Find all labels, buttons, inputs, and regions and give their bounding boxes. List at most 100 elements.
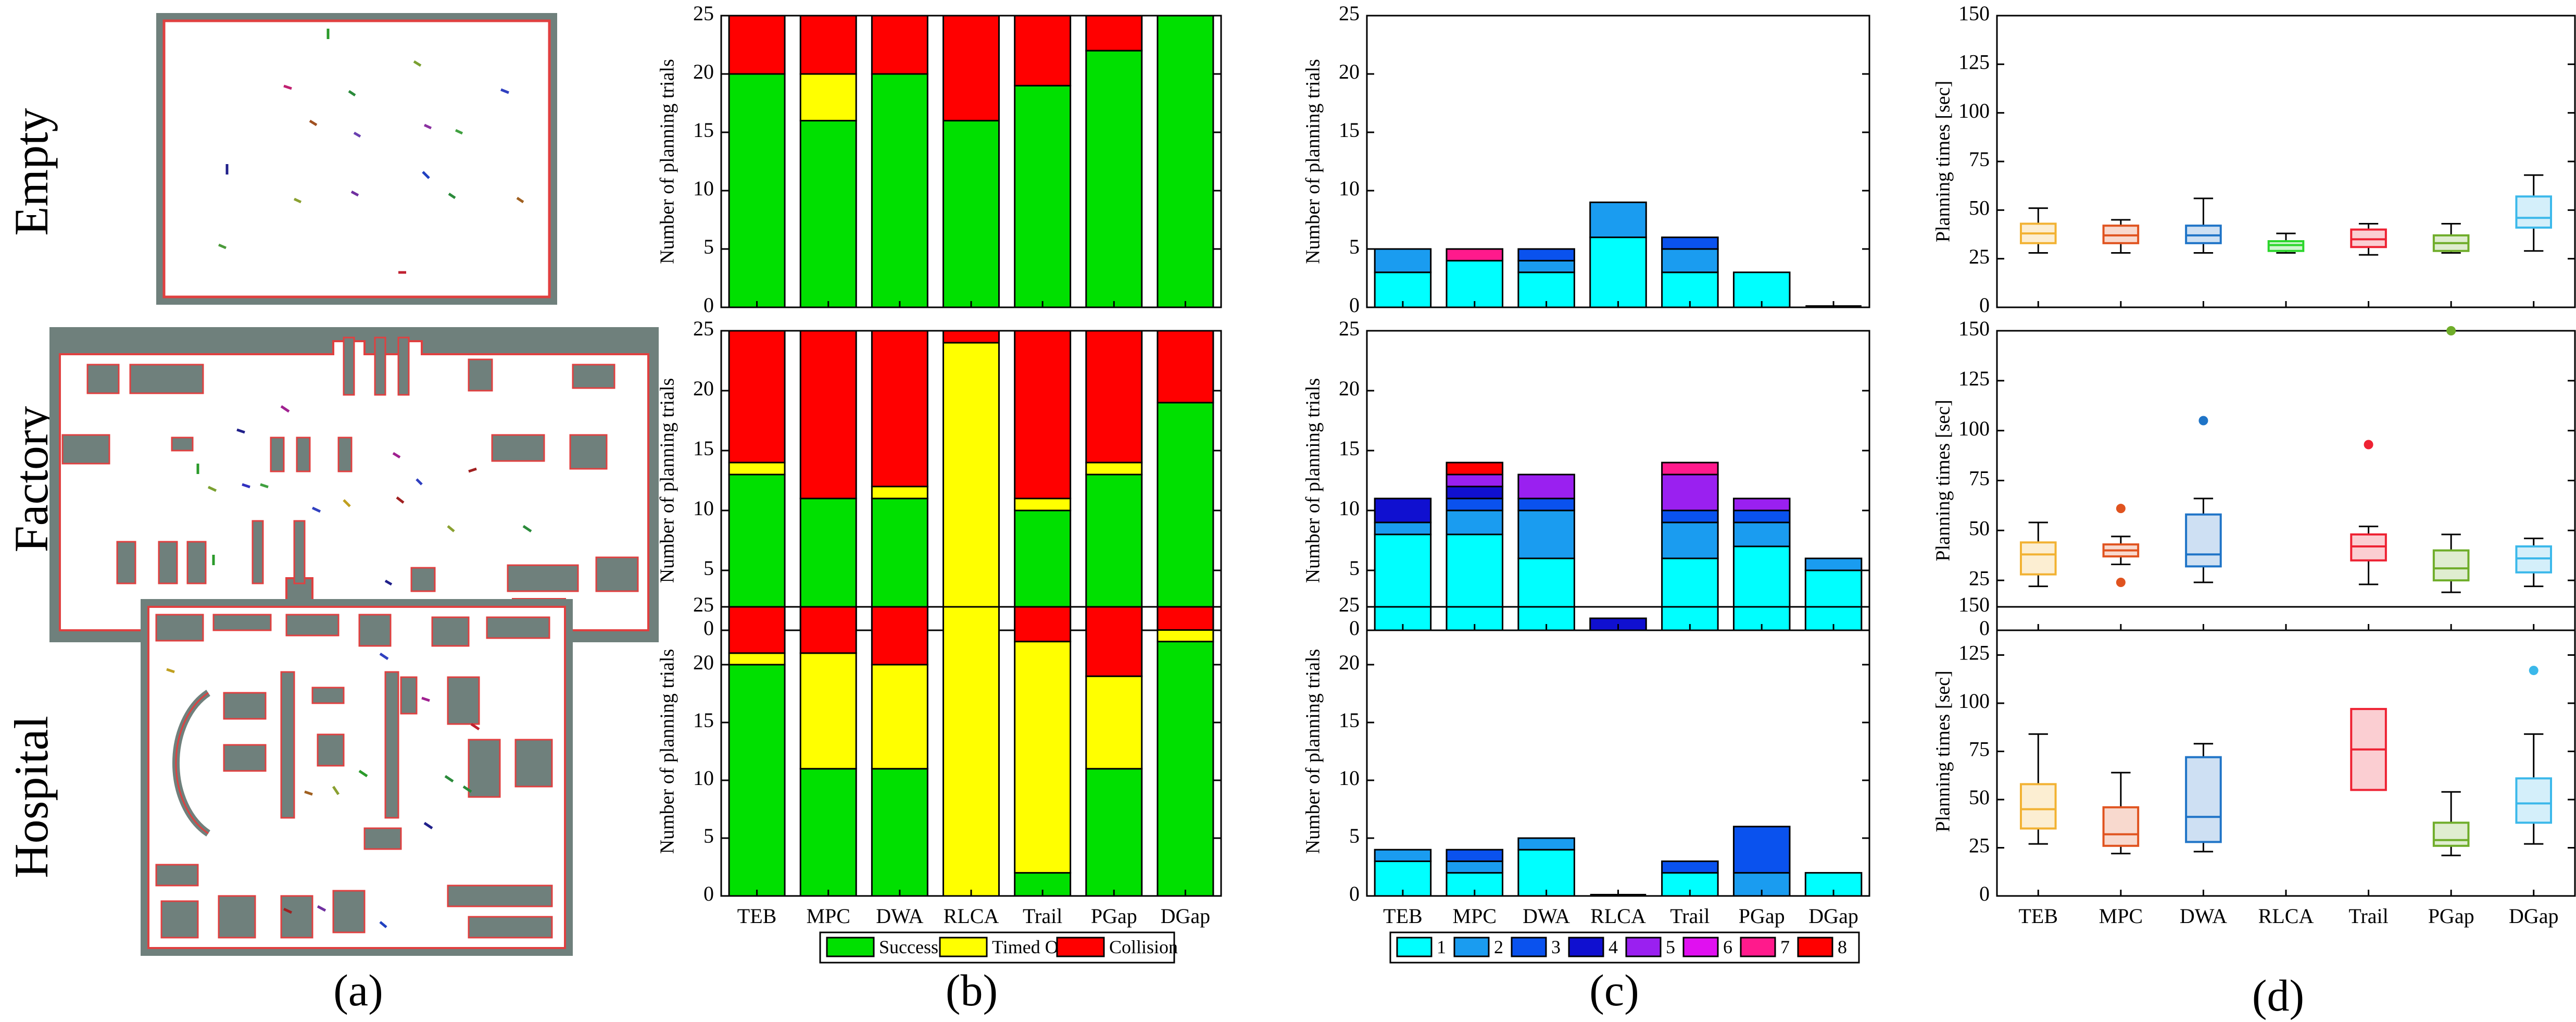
y-tick-label: 0	[1349, 293, 1360, 317]
y-tick-label: 125	[1958, 641, 1990, 665]
y-tick-label: 0	[703, 616, 714, 640]
bar-segment	[871, 73, 928, 308]
bar-segment	[871, 330, 928, 488]
x-tick-label: DGap	[1808, 904, 1858, 928]
bar-segment	[871, 485, 928, 500]
bar-segment	[1517, 473, 1575, 500]
bar-segment	[1517, 259, 1575, 273]
bar-segment	[1661, 236, 1719, 250]
bar-segment	[1085, 49, 1143, 308]
bar-segment	[943, 120, 1000, 308]
box-iqr	[2102, 806, 2140, 847]
bar-segment	[1732, 497, 1791, 512]
bar-segment	[1589, 236, 1647, 308]
bar-segment	[1661, 557, 1719, 631]
bar-segment	[728, 606, 786, 654]
y-tick-label: 15	[1339, 118, 1360, 142]
robot-agents-hospital	[166, 652, 480, 928]
bar-segment	[728, 73, 786, 308]
y-tick-label: 20	[1339, 651, 1360, 674]
x-tick-label: DWA	[876, 904, 923, 928]
legend-label: 3	[1551, 937, 1561, 957]
y-tick-label: 25	[1339, 593, 1360, 616]
y-tick-label: 100	[1958, 99, 1990, 122]
legend-label: Success	[879, 937, 938, 957]
y-tick-label: 25	[693, 593, 714, 616]
box-outlier	[2116, 578, 2126, 587]
bar-segment	[1446, 473, 1504, 488]
box-iqr	[2019, 541, 2057, 576]
bar-segment	[1374, 849, 1432, 862]
bar-segment	[1446, 533, 1504, 631]
y-axis-label: Number of planning trials	[1302, 59, 1324, 264]
legend-label: 2	[1494, 937, 1503, 957]
legend-swatch	[1568, 937, 1604, 957]
robot-agents-factory	[196, 405, 532, 586]
y-tick-label: 15	[693, 437, 714, 460]
bar-segment	[799, 768, 857, 897]
bar-segment	[1732, 545, 1791, 631]
bar-segment	[1661, 462, 1719, 476]
x-tick-label: MPC	[2099, 904, 2143, 928]
axes-box	[1996, 15, 2576, 308]
bar-segment	[728, 330, 786, 464]
row-label-factory: Factory	[5, 406, 58, 552]
legend-label: 4	[1609, 937, 1618, 957]
bar-segment	[1014, 497, 1072, 512]
chart-b-hospital: 0 5 10 15 20 25 Number of planning trials TEB MP…	[657, 593, 1222, 928]
box-iqr	[2515, 777, 2553, 824]
box-outlier	[2116, 504, 2126, 514]
bar-segment	[1517, 557, 1575, 631]
bar-segment	[1085, 462, 1143, 476]
y-tick-label: 75	[1969, 147, 1990, 171]
x-tick-label: PGap	[1739, 904, 1785, 928]
x-tick-label: DGap	[1161, 904, 1211, 928]
y-tick-label: 25	[1339, 2, 1360, 25]
bar-segment	[1661, 509, 1719, 524]
map-empty	[156, 13, 557, 305]
bar-segment	[728, 462, 786, 476]
box-iqr	[2185, 513, 2222, 568]
bar-segment	[1661, 521, 1719, 559]
bar-segment	[1014, 641, 1072, 874]
bar-segment	[1446, 485, 1504, 500]
y-tick-label: 10	[693, 766, 714, 790]
y-tick-label: 0	[1349, 616, 1360, 640]
bar-segment	[1014, 84, 1072, 308]
bar-segment	[1374, 533, 1432, 631]
y-tick-label: 0	[1349, 882, 1360, 905]
chart-c-factory: 0 5 10 15 20 25 Number of planning trials	[1302, 317, 1870, 640]
x-tick-label: DWA	[1523, 904, 1570, 928]
bar-segment	[1157, 629, 1214, 643]
bar-segment	[1446, 860, 1504, 874]
x-tick-label: Trail	[1023, 904, 1062, 928]
y-axis-label: Number of planning trials	[657, 378, 678, 583]
legend-swatch	[1056, 937, 1105, 957]
bar-segment	[871, 664, 928, 770]
bar-segment	[1517, 509, 1575, 559]
box-outlier	[2446, 326, 2456, 335]
panel-label-a: (a)	[333, 965, 383, 1015]
bar-segment	[1589, 201, 1647, 239]
bar-segment	[1446, 849, 1504, 862]
bar-segment	[1732, 826, 1791, 874]
y-tick-label: 15	[693, 708, 714, 732]
bar-segment	[1732, 509, 1791, 524]
y-axis-label: Number of planning trials	[657, 59, 678, 264]
y-tick-label: 10	[1339, 766, 1360, 790]
bar-segment	[1157, 330, 1214, 404]
legend-swatch	[1682, 937, 1719, 957]
map-hospital	[141, 599, 573, 956]
axes-box	[1996, 606, 2576, 897]
axes-box	[1996, 330, 2576, 631]
legend-label: 1	[1437, 937, 1446, 957]
bar-segment	[799, 120, 857, 308]
y-tick-label: 15	[1339, 437, 1360, 460]
row-label-empty: Empty	[5, 108, 58, 235]
axes-box	[1366, 606, 1870, 897]
legend-swatch	[1740, 937, 1776, 957]
bar-segment	[1157, 606, 1214, 631]
x-tick-label: MPC	[806, 904, 850, 928]
bar-segment	[799, 652, 857, 770]
legend-label: 6	[1723, 937, 1732, 957]
